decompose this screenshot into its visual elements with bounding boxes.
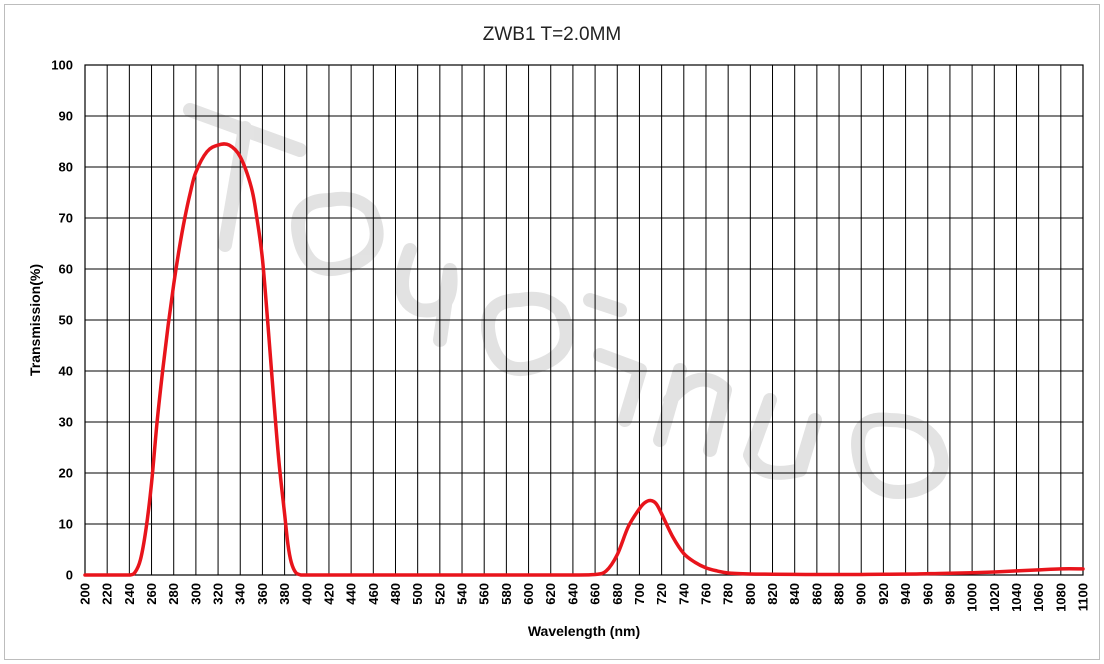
y-tick-label: 30 xyxy=(59,415,73,430)
x-tick-label: 500 xyxy=(410,583,425,605)
x-tick-label: 600 xyxy=(521,583,536,605)
x-tick-label: 380 xyxy=(277,583,292,605)
x-tick-label: 800 xyxy=(743,583,758,605)
x-tick-label: 660 xyxy=(588,583,603,605)
x-tick-label: 440 xyxy=(344,583,359,605)
y-axis-label: Transmission(%) xyxy=(27,264,43,376)
x-tick-label: 340 xyxy=(233,583,248,605)
y-tick-label: 100 xyxy=(51,58,73,73)
x-tick-label: 980 xyxy=(942,583,957,605)
x-tick-label: 200 xyxy=(78,583,93,605)
x-tick-label: 780 xyxy=(721,583,736,605)
x-tick-label: 320 xyxy=(211,583,226,605)
y-axis-ticks: 0 10 20 30 40 50 60 70 80 90 100 xyxy=(51,58,73,583)
x-tick-label: 640 xyxy=(565,583,580,605)
y-tick-label: 20 xyxy=(59,466,73,481)
x-tick-label: 300 xyxy=(188,583,203,605)
chart-title: ZWB1 T=2.0MM xyxy=(483,24,621,45)
x-tick-label: 760 xyxy=(698,583,713,605)
y-tick-label: 70 xyxy=(59,211,73,226)
x-tick-label: 260 xyxy=(144,583,159,605)
x-tick-label: 1040 xyxy=(1009,583,1024,612)
x-tick-label: 940 xyxy=(898,583,913,605)
x-tick-label: 1060 xyxy=(1031,583,1046,612)
x-tick-label: 860 xyxy=(809,583,824,605)
x-tick-label: 680 xyxy=(610,583,625,605)
x-tick-label: 1100 xyxy=(1076,583,1091,611)
x-tick-label: 880 xyxy=(832,583,847,605)
x-tick-label: 520 xyxy=(432,583,447,605)
x-tick-label: 220 xyxy=(100,583,115,605)
x-tick-label: 240 xyxy=(122,583,137,605)
x-tick-label: 420 xyxy=(321,583,336,605)
x-tick-label: 920 xyxy=(876,583,891,605)
x-tick-label: 360 xyxy=(255,583,270,605)
x-tick-label: 620 xyxy=(543,583,558,605)
x-tick-label: 720 xyxy=(654,583,669,605)
x-tick-label: 740 xyxy=(676,583,691,605)
x-tick-label: 900 xyxy=(854,583,869,605)
y-tick-label: 40 xyxy=(59,364,73,379)
x-axis-label: Wavelength (nm) xyxy=(528,623,640,639)
x-tick-label: 820 xyxy=(765,583,780,605)
x-tick-label: 480 xyxy=(388,583,403,605)
y-tick-label: 50 xyxy=(59,313,73,328)
x-tick-label: 580 xyxy=(499,583,514,605)
x-tick-label: 1080 xyxy=(1053,583,1068,612)
x-tick-label: 460 xyxy=(366,583,381,605)
y-tick-label: 80 xyxy=(59,160,73,175)
x-tick-label: 960 xyxy=(920,583,935,605)
series-layer xyxy=(83,142,1085,577)
x-axis-ticks: 200 220 240 260 280 300 320 340 360 380 400 420 440 4… xyxy=(78,583,1091,612)
x-tick-label: 840 xyxy=(787,583,802,605)
y-tick-label: 90 xyxy=(59,109,73,124)
transmission-curve xyxy=(83,142,1085,577)
x-tick-label: 700 xyxy=(632,583,647,605)
x-tick-label: 1020 xyxy=(987,583,1002,612)
x-tick-label: 1000 xyxy=(965,583,980,612)
x-tick-label: 400 xyxy=(299,583,314,605)
x-tick-label: 280 xyxy=(166,583,181,605)
x-tick-label: 560 xyxy=(477,583,492,605)
x-tick-label: 540 xyxy=(455,583,470,605)
y-tick-label: 60 xyxy=(59,262,73,277)
chart-frame xyxy=(4,4,1100,660)
y-tick-label: 10 xyxy=(59,517,73,532)
grid xyxy=(84,64,1084,576)
y-tick-label: 0 xyxy=(66,568,73,583)
